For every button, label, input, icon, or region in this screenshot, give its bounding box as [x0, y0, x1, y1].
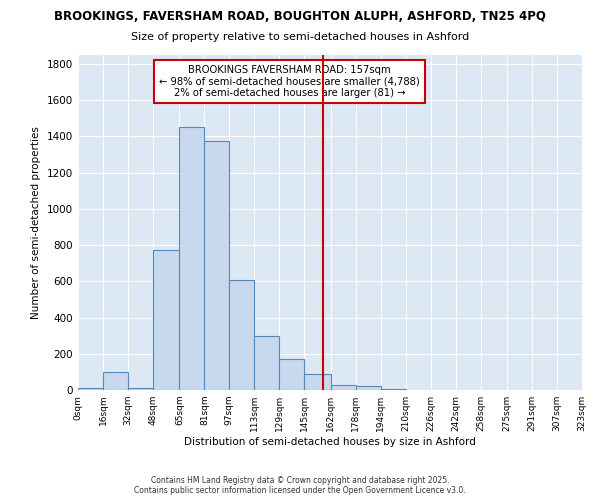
- Bar: [381, 389, 406, 390]
- Bar: [304, 374, 331, 390]
- Bar: [254, 336, 279, 390]
- Y-axis label: Number of semi-detached properties: Number of semi-detached properties: [31, 126, 41, 319]
- Text: BROOKINGS FAVERSHAM ROAD: 157sqm
← 98% of semi-detached houses are smaller (4,78: BROOKINGS FAVERSHAM ROAD: 157sqm ← 98% o…: [160, 65, 420, 98]
- Bar: [103, 372, 128, 390]
- Bar: [153, 250, 179, 390]
- Text: Size of property relative to semi-detached houses in Ashford: Size of property relative to semi-detach…: [131, 32, 469, 42]
- Bar: [205, 141, 229, 390]
- Bar: [356, 386, 381, 390]
- Bar: [128, 388, 153, 390]
- Bar: [331, 384, 356, 390]
- X-axis label: Distribution of semi-detached houses by size in Ashford: Distribution of semi-detached houses by …: [184, 437, 476, 447]
- Bar: [279, 359, 304, 390]
- Text: Contains HM Land Registry data © Crown copyright and database right 2025.
Contai: Contains HM Land Registry data © Crown c…: [134, 476, 466, 495]
- Text: BROOKINGS, FAVERSHAM ROAD, BOUGHTON ALUPH, ASHFORD, TN25 4PQ: BROOKINGS, FAVERSHAM ROAD, BOUGHTON ALUP…: [54, 10, 546, 23]
- Bar: [179, 128, 205, 390]
- Bar: [78, 388, 103, 390]
- Bar: [229, 280, 254, 390]
